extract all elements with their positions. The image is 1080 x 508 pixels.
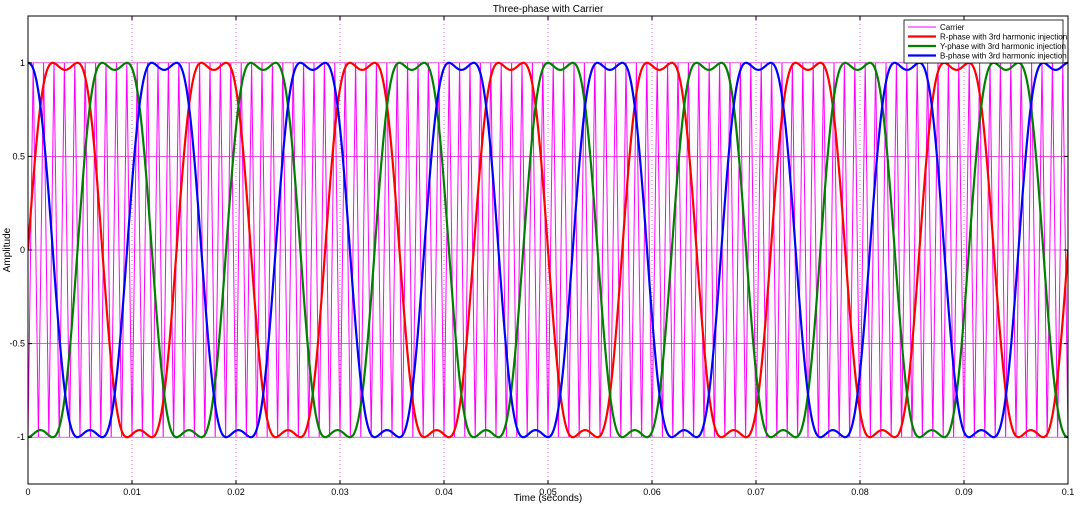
legend-item-y-phase: Y-phase with 3rd harmonic injection: [940, 42, 1066, 51]
legend-item-b-phase: B-phase with 3rd harmonic injection: [940, 52, 1067, 61]
x-axis-ticks: 0 0.01 0.02 0.03 0.04 0.05 0.06 0.07 0.08 0.09 0.1: [25, 16, 1074, 497]
x-tick-label: 0.04: [435, 487, 453, 497]
series-b-phase: [28, 61, 1068, 439]
series-y-phase: [28, 61, 1068, 439]
x-tick-label: 0.1: [1062, 487, 1075, 497]
x-tick-label: 0.07: [747, 487, 765, 497]
x-axis-label: Time (seconds): [514, 493, 583, 504]
y-tick-label: -0.5: [9, 339, 25, 349]
x-tick-label: 0: [25, 487, 30, 497]
x-tick-label: 0.02: [227, 487, 245, 497]
y-tick-label: 1: [20, 58, 25, 68]
chart-title: Three-phase with Carrier: [493, 4, 604, 15]
series-r-phase: [28, 61, 1068, 439]
x-tick-label: 0.06: [643, 487, 661, 497]
y-tick-label: -1: [17, 432, 25, 442]
x-tick-label: 0.08: [851, 487, 869, 497]
x-tick-label: 0.01: [123, 487, 141, 497]
legend-item-r-phase: R-phase with 3rd harmonic injection: [940, 33, 1067, 42]
y-axis-label: Amplitude: [2, 227, 13, 272]
y-axis-ticks: 1 0.5 0 -0.5 -1: [9, 58, 1068, 442]
series-group: [28, 61, 1068, 439]
x-tick-label: 0.03: [331, 487, 349, 497]
y-tick-label: 0: [20, 245, 25, 255]
x-tick-label: 0.05: [539, 487, 557, 497]
y-tick-label: 0.5: [12, 151, 25, 161]
legend-item-carrier: Carrier: [940, 23, 965, 32]
x-tick-label: 0.09: [955, 487, 973, 497]
